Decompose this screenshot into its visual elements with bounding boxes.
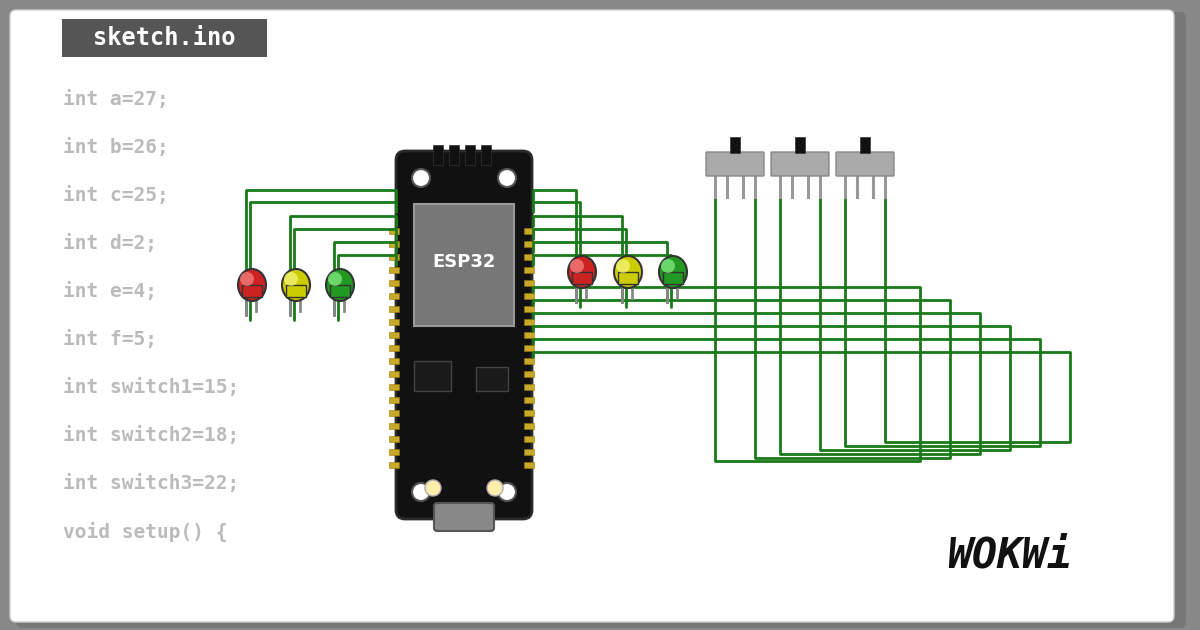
Bar	[662, 272, 683, 284]
FancyBboxPatch shape	[396, 151, 532, 519]
Bar	[389, 306, 398, 312]
Circle shape	[284, 272, 298, 286]
Bar	[524, 397, 534, 403]
Bar	[389, 436, 398, 442]
Ellipse shape	[326, 269, 354, 301]
FancyBboxPatch shape	[414, 361, 451, 391]
Bar	[524, 280, 534, 286]
Bar	[389, 293, 398, 299]
Bar	[524, 319, 534, 325]
Text: int switch3=22;: int switch3=22;	[64, 474, 239, 493]
Text: void setup() {: void setup() {	[64, 522, 228, 542]
FancyBboxPatch shape	[772, 152, 829, 176]
Bar	[524, 384, 534, 390]
Bar	[524, 254, 534, 260]
Text: sketch.ino: sketch.ino	[92, 26, 235, 50]
Ellipse shape	[568, 256, 596, 288]
Bar	[524, 267, 534, 273]
Circle shape	[412, 483, 430, 501]
Bar	[618, 272, 638, 284]
Text: int b=26;: int b=26;	[64, 139, 169, 158]
Bar	[860, 137, 870, 153]
Text: ESP32: ESP32	[432, 253, 496, 271]
Bar	[389, 371, 398, 377]
Bar	[466, 145, 475, 165]
Bar	[796, 137, 805, 153]
FancyBboxPatch shape	[10, 10, 1174, 622]
Text: int switch2=18;: int switch2=18;	[64, 427, 239, 445]
Bar	[389, 462, 398, 468]
FancyBboxPatch shape	[476, 367, 508, 391]
Bar	[524, 371, 534, 377]
Bar	[730, 137, 740, 153]
Text: int f=5;: int f=5;	[64, 331, 157, 350]
Bar	[524, 410, 534, 416]
Bar	[389, 449, 398, 455]
Bar	[389, 345, 398, 351]
Bar	[62, 19, 266, 57]
Bar	[524, 228, 534, 234]
Bar	[524, 462, 534, 468]
Bar	[389, 358, 398, 364]
Bar	[389, 280, 398, 286]
Text: int e=4;: int e=4;	[64, 282, 157, 302]
Bar	[389, 423, 398, 429]
Bar	[449, 145, 458, 165]
Ellipse shape	[659, 256, 686, 288]
Circle shape	[425, 480, 442, 496]
Bar	[524, 436, 534, 442]
Bar	[481, 145, 491, 165]
Bar	[433, 145, 443, 165]
Ellipse shape	[238, 269, 266, 301]
Text: int c=25;: int c=25;	[64, 186, 169, 205]
Circle shape	[412, 169, 430, 187]
Bar	[330, 285, 350, 297]
Bar	[389, 241, 398, 247]
Bar	[389, 267, 398, 273]
Ellipse shape	[282, 269, 310, 301]
FancyBboxPatch shape	[414, 204, 514, 326]
Circle shape	[487, 480, 503, 496]
Bar	[389, 410, 398, 416]
Bar	[524, 358, 534, 364]
Bar	[572, 272, 592, 284]
Circle shape	[328, 272, 342, 286]
Text: WOKWi: WOKWi	[948, 534, 1073, 576]
FancyBboxPatch shape	[16, 12, 1186, 628]
Bar	[286, 285, 306, 297]
Bar	[524, 241, 534, 247]
Bar	[524, 306, 534, 312]
Bar	[389, 319, 398, 325]
Text: int a=27;: int a=27;	[64, 91, 169, 110]
Bar	[524, 423, 534, 429]
Circle shape	[570, 259, 584, 273]
Bar	[389, 228, 398, 234]
Bar	[389, 254, 398, 260]
Bar	[389, 397, 398, 403]
Bar	[524, 449, 534, 455]
Circle shape	[240, 272, 254, 286]
FancyBboxPatch shape	[836, 152, 894, 176]
Bar	[389, 384, 398, 390]
Bar	[524, 332, 534, 338]
Ellipse shape	[614, 256, 642, 288]
Text: int switch1=15;: int switch1=15;	[64, 379, 239, 398]
FancyBboxPatch shape	[434, 503, 494, 531]
Circle shape	[661, 259, 674, 273]
Bar	[242, 285, 262, 297]
Circle shape	[498, 483, 516, 501]
Bar	[524, 345, 534, 351]
Bar	[524, 293, 534, 299]
Circle shape	[498, 169, 516, 187]
Circle shape	[616, 259, 630, 273]
Text: int d=2;: int d=2;	[64, 234, 157, 253]
FancyBboxPatch shape	[706, 152, 764, 176]
Bar	[389, 332, 398, 338]
